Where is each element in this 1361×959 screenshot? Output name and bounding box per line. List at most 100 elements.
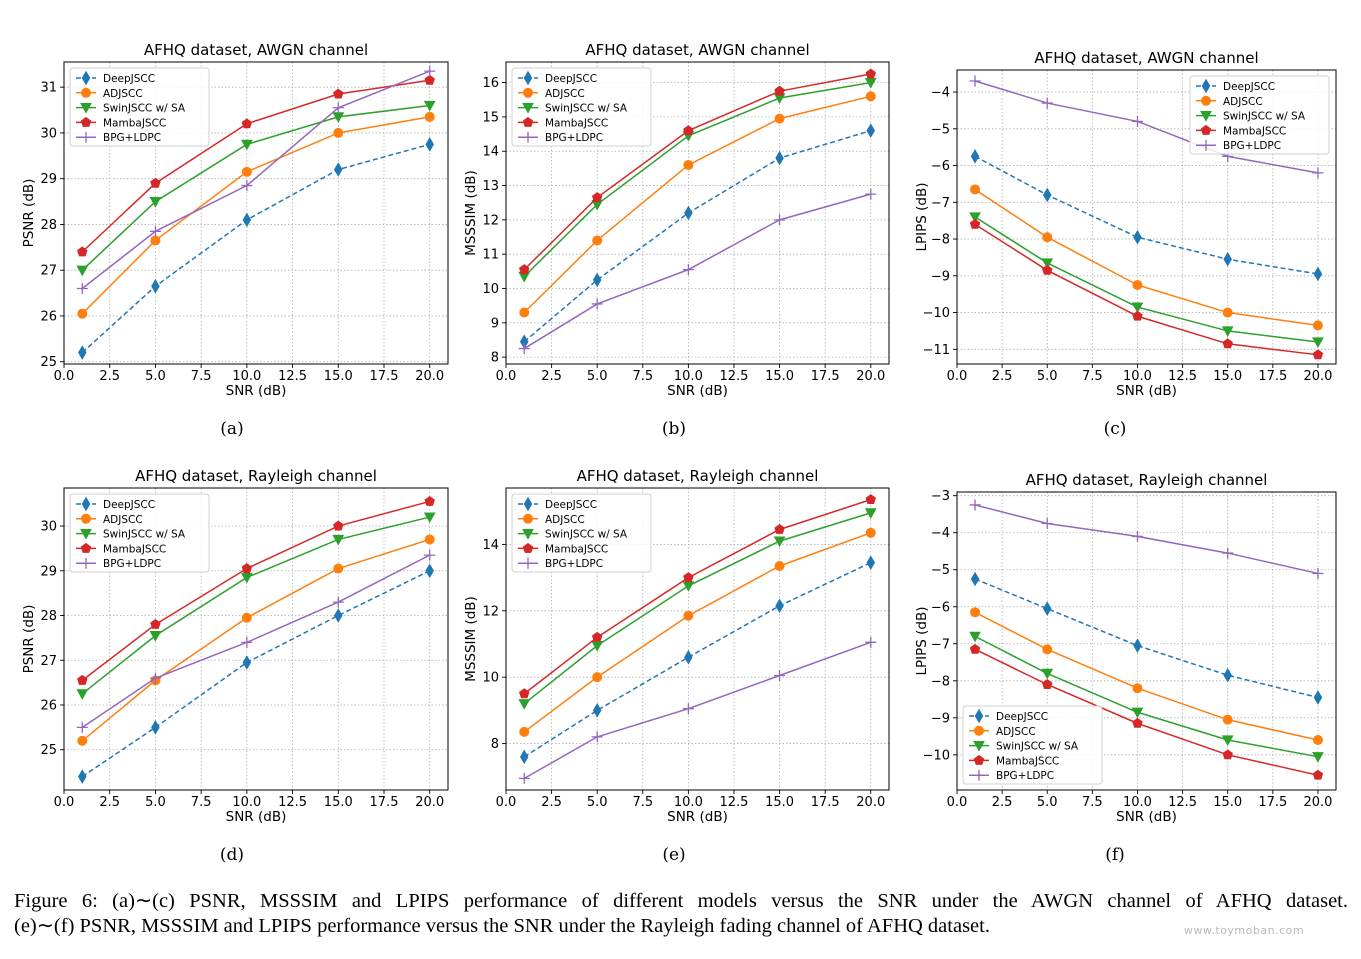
x-tick-label: 17.5 (370, 795, 399, 810)
data-point-swinjscc (1041, 258, 1054, 269)
y-tick-label: 25 (40, 743, 57, 758)
legend-marker-bpg-ldpc (973, 769, 985, 781)
legend-marker-mambajscc (522, 542, 534, 553)
legend-frame (1189, 75, 1330, 155)
data-point-adjscc (970, 184, 981, 195)
data-point-adjscc (1222, 714, 1233, 725)
y-tick-label: −8 (931, 674, 950, 689)
legend-marker-bpg-ldpc (1200, 139, 1212, 151)
legend-label-bpg-ldpc: BPG+LDPC (996, 770, 1054, 782)
x-tick-label: 15.0 (324, 369, 353, 384)
legend-frame (511, 493, 652, 573)
legend-label-mambajscc: MambaJSCC (545, 117, 608, 129)
data-point-deepjscc (592, 272, 602, 288)
data-point-mambajscc (1042, 264, 1053, 275)
data-point-bpg-ldpc (241, 636, 253, 648)
data-point-bpg-ldpc (424, 549, 436, 561)
x-tick-label: 2.5 (541, 795, 562, 810)
data-point-deepjscc (425, 137, 434, 152)
legend-label-mambajscc: MambaJSCC (1223, 125, 1286, 137)
y-tick-label: 12 (482, 604, 499, 619)
data-point-mambajscc (1132, 310, 1143, 321)
legend-label-adjscc: ADJSCC (103, 88, 143, 100)
data-point-bpg-ldpc (424, 65, 436, 77)
x-tick-label: 7.5 (191, 369, 212, 384)
x-tick-label: 7.5 (1082, 795, 1103, 810)
legend-marker-adjscc (523, 513, 534, 524)
data-point-mambajscc (865, 494, 876, 505)
y-tick-label: −10 (923, 306, 950, 321)
x-axis-label: SNR (dB) (226, 809, 287, 825)
data-point-bpg-ldpc (969, 75, 981, 87)
x-tick-label: 0.0 (54, 369, 75, 384)
data-point-bpg-ldpc (1041, 97, 1053, 109)
data-point-deepjscc (1223, 251, 1232, 267)
data-point-swinjscc (864, 508, 877, 519)
subfigure-label: (f) (1105, 845, 1125, 865)
data-point-bpg-ldpc (332, 596, 344, 608)
x-tick-label: 20.0 (1303, 369, 1332, 384)
legend-label-bpg-ldpc: BPG+LDPC (545, 132, 603, 144)
data-point-swinjscc (240, 572, 253, 584)
x-tick-label: 5.0 (145, 795, 166, 810)
x-tick-label: 10.0 (1123, 795, 1152, 810)
legend-label-swinjscc: SwinJSCC w/ SA (1223, 111, 1306, 123)
data-point-adjscc (519, 726, 530, 737)
chart-panel-e: 0.0 2.5 5.0 7.5 10.0 12.5 15.0 17.5 20.0 8 10 12 14 A… (463, 467, 890, 865)
legend-label-deepjscc: DeepJSCC (1223, 81, 1275, 93)
chart-title: AFHQ dataset, AWGN channel (144, 41, 368, 59)
data-point-swinjscc (76, 689, 89, 700)
x-tick-label: 17.5 (811, 795, 840, 810)
y-tick-label: 11 (482, 248, 499, 263)
data-point-swinjscc (1041, 668, 1054, 680)
y-tick-label: −4 (931, 526, 950, 541)
data-point-bpg-ldpc (1222, 547, 1234, 559)
series-line-swinjscc (974, 216, 1319, 343)
data-point-mambajscc (519, 688, 530, 699)
data-point-swinjscc (332, 534, 345, 546)
data-point-adjscc (865, 91, 876, 102)
legend: DeepJSCC ADJSCC SwinJSCC w/ SA MambaJSCC BPG… (511, 493, 652, 573)
data-point-adjscc (333, 127, 344, 138)
x-tick-label: 12.5 (1168, 795, 1197, 810)
data-point-swinjscc (1312, 752, 1324, 763)
data-point-swinjscc (76, 265, 89, 277)
data-point-mambajscc (150, 618, 161, 629)
data-point-bpg-ldpc (332, 102, 344, 114)
data-point-mambajscc (424, 74, 435, 85)
x-axis-label: SNR (dB) (1116, 809, 1177, 825)
data-point-bpg-ldpc (969, 499, 981, 511)
data-point-deepjscc (1223, 667, 1232, 683)
data-point-deepjscc (334, 162, 343, 177)
data-point-adjscc (1312, 735, 1323, 746)
x-tick-label: 12.5 (278, 795, 307, 810)
x-tick-label: 5.0 (145, 369, 166, 384)
data-point-mambajscc (969, 218, 981, 229)
x-tick-label: 0.0 (496, 795, 517, 810)
x-axis-label: SNR (dB) (667, 383, 728, 399)
x-tick-label: 12.5 (1168, 369, 1197, 384)
legend-marker-mambajscc (80, 542, 92, 553)
x-tick-label: 5.0 (1037, 795, 1058, 810)
y-tick-label: 12 (482, 213, 499, 228)
data-point-adjscc (424, 534, 435, 545)
y-tick-label: 27 (40, 264, 57, 279)
x-tick-label: 17.5 (811, 369, 840, 384)
x-tick-label: 12.5 (278, 369, 307, 384)
data-point-bpg-ldpc (76, 721, 88, 733)
chart-panel-b: 0.0 2.5 5.0 7.5 10.0 12.5 15.0 17.5 20.0 8 9 10 11 12… (463, 41, 890, 439)
data-point-deepjscc (775, 150, 784, 166)
legend-marker-mambajscc (1200, 124, 1212, 135)
data-point-mambajscc (424, 495, 435, 506)
data-point-deepjscc (592, 703, 602, 718)
data-point-adjscc (592, 235, 603, 246)
y-tick-label: −5 (931, 563, 950, 578)
axes-frame (956, 491, 1337, 791)
x-tick-label: 17.5 (1258, 795, 1287, 810)
data-point-deepjscc (151, 278, 160, 294)
data-point-swinjscc (773, 536, 786, 548)
y-tick-label: −11 (923, 343, 950, 358)
x-tick-label: 12.5 (719, 369, 748, 384)
x-tick-label: 2.5 (99, 795, 120, 810)
legend-marker-adjscc (81, 513, 92, 524)
